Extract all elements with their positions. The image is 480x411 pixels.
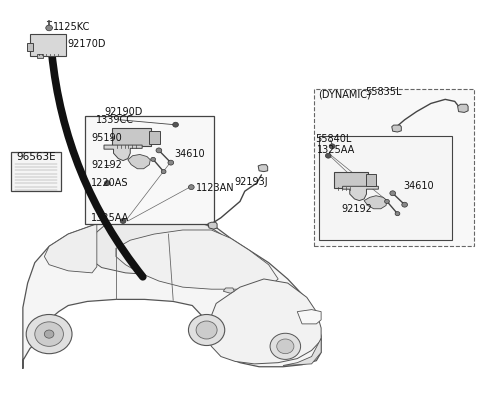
Text: 1125KC: 1125KC (53, 22, 90, 32)
Circle shape (189, 185, 194, 189)
Bar (37, 54, 43, 58)
Polygon shape (116, 230, 278, 289)
Text: 1325AA: 1325AA (317, 145, 356, 155)
Polygon shape (128, 155, 150, 169)
Circle shape (105, 180, 110, 185)
Circle shape (384, 199, 389, 203)
Circle shape (390, 191, 396, 196)
Text: 92193J: 92193J (234, 177, 268, 187)
Text: 55835L: 55835L (365, 87, 402, 97)
Polygon shape (297, 309, 321, 324)
Circle shape (35, 322, 63, 346)
Bar (319, 136, 452, 240)
Circle shape (173, 122, 179, 127)
Text: 1339CC: 1339CC (96, 115, 134, 125)
Circle shape (168, 160, 174, 165)
Text: 1325AA: 1325AA (91, 213, 129, 223)
Text: 34610: 34610 (404, 181, 434, 191)
Circle shape (26, 314, 72, 354)
Text: 34610: 34610 (174, 150, 205, 159)
Bar (366, 174, 376, 186)
Bar (314, 89, 474, 246)
Circle shape (402, 202, 408, 207)
Circle shape (151, 157, 156, 162)
Polygon shape (392, 125, 401, 132)
Circle shape (196, 321, 217, 339)
Circle shape (156, 148, 162, 153)
Polygon shape (44, 224, 97, 273)
FancyBboxPatch shape (30, 34, 66, 56)
Circle shape (329, 144, 335, 149)
FancyBboxPatch shape (334, 172, 368, 188)
Polygon shape (23, 216, 321, 369)
Bar (149, 131, 160, 144)
Text: 55840L: 55840L (315, 134, 352, 144)
Text: 1220AS: 1220AS (91, 178, 129, 188)
Text: 92190D: 92190D (104, 106, 143, 117)
Circle shape (270, 333, 300, 359)
Polygon shape (457, 104, 468, 113)
Circle shape (46, 25, 52, 31)
Polygon shape (206, 279, 321, 364)
Polygon shape (223, 288, 234, 293)
Text: (DYNAMIC): (DYNAMIC) (318, 89, 371, 99)
Circle shape (161, 170, 166, 174)
Polygon shape (87, 217, 235, 275)
Text: 92170D: 92170D (67, 39, 106, 49)
Text: 92192: 92192 (341, 204, 372, 214)
Bar (11, 152, 61, 191)
Polygon shape (104, 145, 142, 161)
Text: 95190: 95190 (91, 133, 122, 143)
Circle shape (325, 153, 331, 158)
Polygon shape (343, 186, 378, 201)
Bar (27, 43, 34, 51)
Bar (85, 115, 214, 224)
Text: 1123AN: 1123AN (196, 183, 235, 193)
Circle shape (120, 219, 126, 224)
Circle shape (44, 330, 54, 338)
Circle shape (189, 314, 225, 346)
Circle shape (395, 212, 400, 216)
FancyBboxPatch shape (112, 128, 151, 146)
Text: 92192: 92192 (91, 160, 122, 170)
Polygon shape (208, 222, 217, 229)
Polygon shape (283, 338, 321, 365)
Circle shape (277, 339, 294, 354)
Polygon shape (364, 196, 387, 209)
Polygon shape (258, 165, 268, 172)
Text: 96563E: 96563E (16, 152, 56, 162)
